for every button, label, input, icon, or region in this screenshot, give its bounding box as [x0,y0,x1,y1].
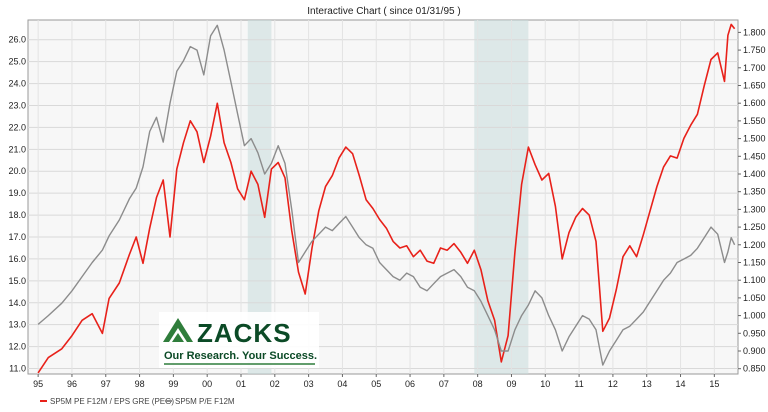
x-tick-label: 99 [168,379,178,389]
y-left-tick-label: 17.0 [8,232,26,242]
y-left-tick-label: 24.0 [8,79,26,89]
x-tick-label: 96 [67,379,77,389]
y-left-tick-label: 11.0 [9,364,26,374]
y-left-tick-label: 12.0 [8,342,26,352]
x-tick-label: 97 [101,379,111,389]
x-tick-label: 07 [439,379,449,389]
recession-band-1 [474,20,529,374]
y-right-tick-label: 1.500 [743,134,766,144]
x-tick-label: 12 [608,379,618,389]
x-tick-label: 00 [202,379,212,389]
zacks-logo: ZACKS Our Research. Your Success. [159,312,319,368]
y-right-tick-label: 1.450 [743,151,766,161]
y-right-tick-label: 1.650 [743,80,766,90]
x-tick-label: 14 [676,379,686,389]
x-tick-label: 13 [642,379,652,389]
y-left-tick-label: 19.0 [8,188,26,198]
y-left-tick-label: 22.0 [8,122,26,132]
y-left-tick-label: 18.0 [8,210,26,220]
y-right-tick-label: 1.000 [743,311,766,321]
y-left-tick-label: 21.0 [8,144,26,154]
y-right-tick-label: 1.550 [743,116,766,126]
y-right-tick-label: 1.750 [743,45,766,55]
x-tick-label: 08 [473,379,483,389]
series-line-0 [37,23,736,374]
x-tick-label: 05 [371,379,381,389]
x-tick-label: 01 [236,379,246,389]
y-right-tick-label: 1.100 [743,275,766,285]
legend-label-pe: SP5M P/E F12M [175,397,235,406]
x-tick-label: 06 [405,379,415,389]
y-right-tick-label: 1.350 [743,187,766,197]
y-right-tick-label: 1.700 [743,63,766,73]
plot-background [27,19,739,375]
y-right-tick-label: 1.250 [743,222,766,232]
x-tick-label: 98 [135,379,145,389]
y-left-tick-label: 13.0 [8,320,26,330]
y-left-tick-label: 26.0 [8,35,26,45]
x-tick-label: 09 [506,379,516,389]
y-left-tick-label: 15.0 [8,276,26,286]
y-left-tick-label: 16.0 [8,254,26,264]
x-tick-label: 15 [709,379,719,389]
x-tick-label: 04 [337,379,347,389]
chart-title: Interactive Chart ( since 01/31/95 ) [307,6,460,17]
legend-label-peg: SP5M PE F12M / EPS GRE (PEG) [50,397,174,406]
x-tick-label: 11 [574,379,583,389]
y-right-tick-label: 1.300 [743,204,766,214]
chart-legend: SP5M PE F12M / EPS GRE (PEG) SP5M P/E F1… [40,397,235,406]
y-right-tick-label: 1.050 [743,293,766,303]
y-right-tick-label: 1.200 [743,240,766,250]
y-right-tick-label: 1.600 [743,98,766,108]
series-line-1 [37,24,736,366]
x-tick-label: 02 [270,379,280,389]
y-left-tick-label: 23.0 [8,100,26,110]
x-tick-label: 95 [33,379,43,389]
zacks-tagline: Our Research. Your Success. [164,350,317,362]
y-right-tick-label: 1.400 [743,169,766,179]
y-right-tick-label: 1.150 [743,257,766,267]
y-right-tick-label: 0.850 [743,364,766,374]
zacks-wordmark: ZACKS [197,318,292,348]
y-left-tick-label: 20.0 [8,166,26,176]
recession-band-0 [247,20,272,374]
x-tick-label: 10 [540,379,550,389]
y-left-tick-label: 25.0 [8,57,26,67]
y-right-tick-label: 1.800 [743,27,766,37]
plot-area: 11.0 12.0 13.0 14.0 15.0 16.0 17.0 18.0 19.0 20.0… [8,19,766,389]
x-tick-label: 03 [304,379,314,389]
y-left-tick-label: 14.0 [8,298,26,308]
y-right-tick-label: 0.900 [743,346,766,356]
y-right-tick-label: 0.950 [743,328,766,338]
